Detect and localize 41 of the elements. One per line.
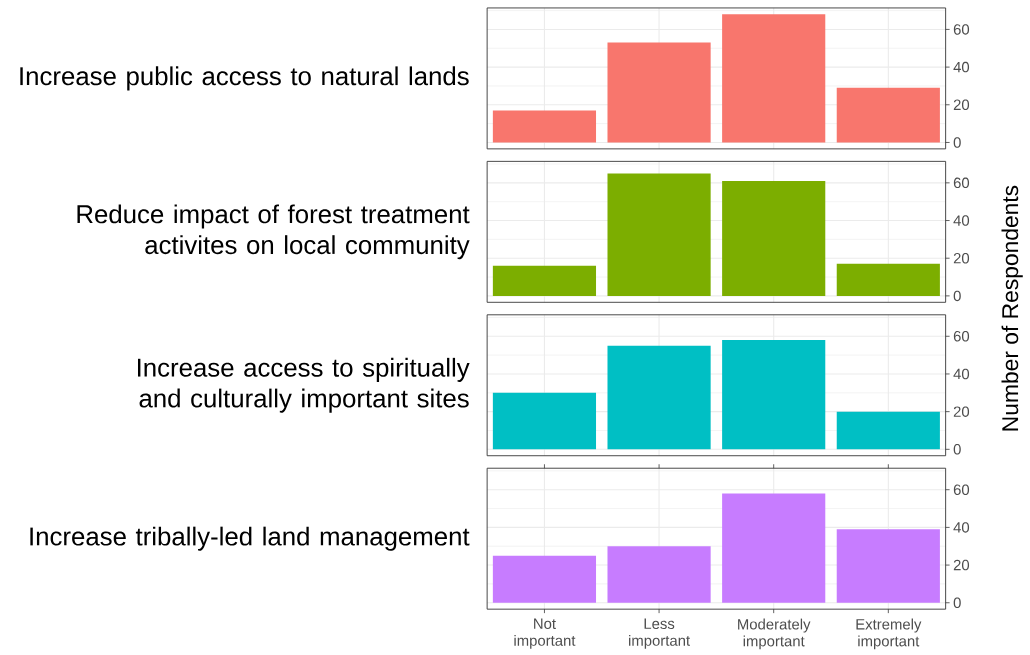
x-tick-label: Less important <box>629 618 690 649</box>
y-tick-label: 60 <box>953 484 970 495</box>
bar <box>492 110 597 143</box>
y-tick-label: 60 <box>953 177 970 189</box>
bar <box>607 546 711 603</box>
bar <box>607 42 711 143</box>
bar <box>492 392 597 450</box>
bar <box>836 87 940 143</box>
text: Increase tribally-led land management <box>30 526 470 551</box>
bar <box>836 263 940 296</box>
y-tick-label: 20 <box>953 252 970 264</box>
bar <box>722 340 826 450</box>
y-tick-label: 0 <box>953 444 961 455</box>
x-tick-label: Not important <box>514 618 576 649</box>
bar <box>722 14 826 143</box>
bar <box>492 555 597 603</box>
x-tick-label: Moderately important <box>738 618 811 650</box>
y-tick-label: 0 <box>953 137 961 148</box>
y-tick-label: 40 <box>953 522 970 533</box>
y-tick-label: 40 <box>953 61 970 73</box>
y-tick-label: 40 <box>953 215 970 226</box>
y-tick-label: 20 <box>953 99 970 111</box>
y-tick-label: 0 <box>953 290 961 302</box>
bar <box>492 265 597 296</box>
text: Increase access to spiritually and culturally important sites <box>137 357 470 413</box>
y-tick-label: 20 <box>953 406 970 417</box>
x-tick-label: Extremely important <box>856 618 922 650</box>
bar <box>722 180 826 296</box>
bar <box>722 493 826 603</box>
y-tick-label: 20 <box>953 559 970 571</box>
y-tick-label: 40 <box>953 368 970 380</box>
text: Reduce impact of forest treatment activites on local community <box>77 204 470 260</box>
bar <box>836 529 940 603</box>
bar <box>607 173 711 296</box>
text: Increase public access to natural lands <box>20 66 469 91</box>
y-tick-label: 0 <box>953 597 961 609</box>
y-tick-label: 60 <box>953 24 970 35</box>
bar <box>836 411 940 450</box>
y-axis-title: Number of Respondents <box>1001 185 1023 431</box>
bar <box>607 345 711 450</box>
y-tick-label: 60 <box>953 331 970 342</box>
